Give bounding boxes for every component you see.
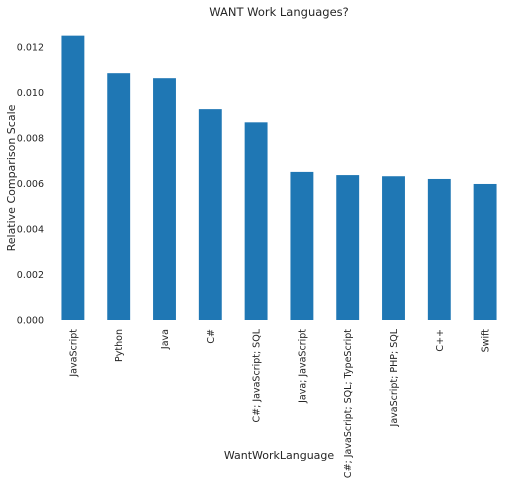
bar-5 (244, 122, 268, 320)
bar-10 (473, 183, 497, 320)
x-axis-ticks: JavaScript Python Java C# C#; JavaScript; SQ… (68, 328, 491, 478)
x-tick-label-6: Java; JavaScript (297, 329, 308, 404)
x-tick-label-8: JavaScript; PHP; SQL (389, 328, 400, 427)
bar-1 (61, 35, 85, 321)
x-tick-label-4: C# (206, 329, 217, 344)
y-tick-label-7: 0.012 (17, 43, 44, 54)
bar-9 (427, 178, 451, 320)
y-tick-label-4: 0.006 (17, 179, 44, 190)
chart-title: WANT Work Languages? (209, 5, 349, 19)
bars-group (61, 35, 497, 321)
x-tick-label-2: Python (114, 329, 125, 362)
y-tick-label-2: 0.002 (17, 270, 44, 281)
y-tick-label-3: 0.004 (17, 225, 44, 236)
bar-6 (290, 171, 314, 320)
y-tick-label-6: 0.010 (17, 88, 44, 99)
x-tick-label-10: Swift (481, 329, 492, 353)
x-tick-label-5: C#; JavaScript; SQL (252, 328, 263, 422)
bar-4 (198, 109, 222, 320)
bar-2 (107, 73, 131, 321)
x-tick-label-7: C#; JavaScript; SQL; TypeScript (343, 329, 354, 478)
y-axis-ticks: 0.000 0.002 0.004 0.006 0.008 0.010 0.012 (17, 43, 44, 327)
x-tick-label-9: C++ (435, 329, 446, 352)
y-tick-label-1: 0.000 (17, 316, 44, 327)
y-tick-label-5: 0.008 (17, 134, 44, 145)
y-axis-label: Relative Comparison Scale (5, 104, 18, 251)
bar-3 (153, 78, 176, 320)
x-axis-label: WantWorkLanguage (224, 449, 335, 462)
x-tick-label-3: Java (160, 329, 171, 350)
bar-7 (336, 175, 360, 320)
x-tick-label-1: JavaScript (68, 329, 79, 378)
bar-8 (382, 176, 405, 320)
